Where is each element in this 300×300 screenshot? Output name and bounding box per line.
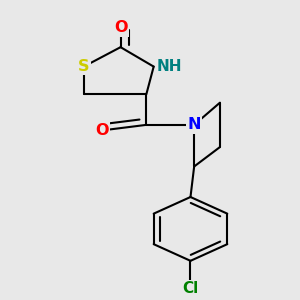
Text: Cl: Cl bbox=[182, 281, 199, 296]
Text: O: O bbox=[95, 123, 109, 138]
Text: NH: NH bbox=[157, 59, 182, 74]
Text: S: S bbox=[78, 59, 89, 74]
Text: O: O bbox=[114, 20, 127, 35]
Text: N: N bbox=[188, 117, 201, 132]
